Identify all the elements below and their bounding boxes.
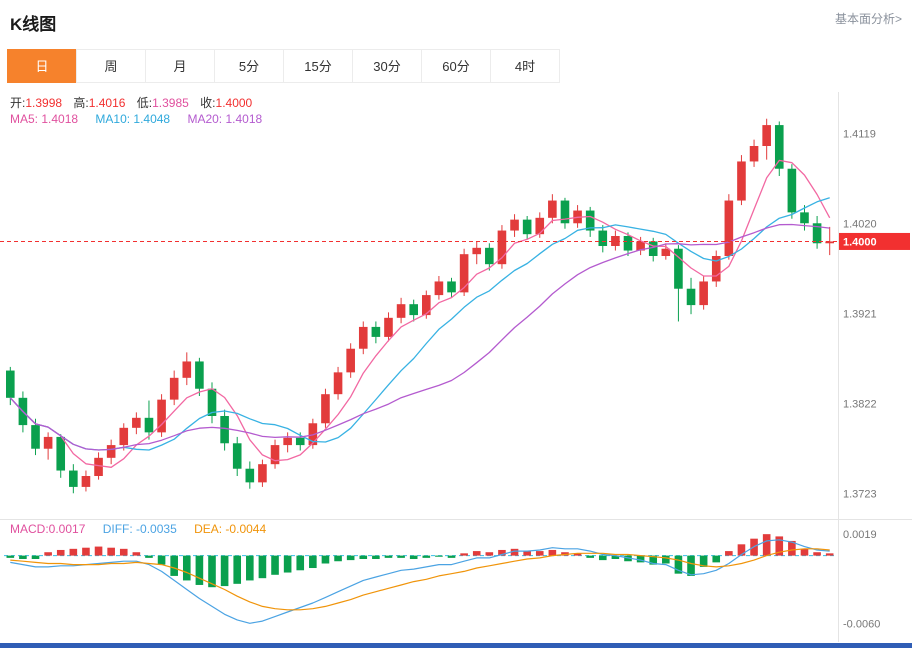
fundamental-analysis-link[interactable]: 基本面分析>	[834, 12, 902, 26]
page-header: K线图 基本面分析>	[0, 0, 912, 35]
tab-30min[interactable]: 30分	[352, 49, 422, 83]
svg-text:1.4119: 1.4119	[843, 128, 876, 140]
tab-15min[interactable]: 15分	[283, 49, 353, 83]
svg-text:-0.0060: -0.0060	[843, 618, 880, 630]
close-label: 收:	[200, 96, 216, 110]
tab-month[interactable]: 月	[145, 49, 215, 83]
bottom-scrollbar[interactable]	[0, 643, 912, 648]
svg-text:1.4020: 1.4020	[843, 218, 877, 230]
tab-60min[interactable]: 60分	[421, 49, 491, 83]
page-title: K线图	[10, 15, 57, 34]
macd-legend: MACD:0.0017 DIFF: -0.0035 DEA: -0.0044	[10, 522, 280, 536]
svg-text:1.3723: 1.3723	[843, 488, 877, 500]
tab-week[interactable]: 周	[76, 49, 146, 83]
low-label: 低:	[136, 96, 153, 110]
close-value: 1.4000	[215, 96, 253, 110]
ma20-value: MA20: 1.4018	[187, 112, 263, 126]
tab-5min[interactable]: 5分	[214, 49, 284, 83]
low-value: 1.3985	[152, 96, 189, 110]
high-value: 1.4016	[88, 96, 126, 110]
svg-text:1.4000: 1.4000	[843, 236, 877, 248]
ma10-value: MA10: 1.4048	[95, 112, 171, 126]
high-label: 高:	[73, 96, 89, 110]
ma-legend: MA5: 1.4018 MA10: 1.4048 MA20: 1.4018	[10, 112, 276, 126]
ma5-value: MA5: 1.4018	[10, 112, 79, 126]
period-tabs: 日 周 月 5分 15分 30分 60分 4时	[7, 49, 912, 83]
svg-text:0.0019: 0.0019	[843, 529, 877, 541]
open-value: 1.3998	[25, 96, 63, 110]
diff-value: DIFF: -0.0035	[102, 522, 177, 536]
svg-text:1.3822: 1.3822	[843, 398, 877, 410]
macd-value: MACD:0.0017	[10, 522, 86, 536]
tab-day[interactable]: 日	[7, 49, 77, 83]
tab-4hour[interactable]: 4时	[490, 49, 560, 83]
svg-text:1.3921: 1.3921	[843, 308, 877, 320]
ohlc-legend: 开:1.3998 高:1.4016 低:1.3985 收:1.4000	[10, 94, 260, 111]
open-label: 开:	[10, 96, 26, 110]
dea-value: DEA: -0.0044	[194, 522, 267, 536]
